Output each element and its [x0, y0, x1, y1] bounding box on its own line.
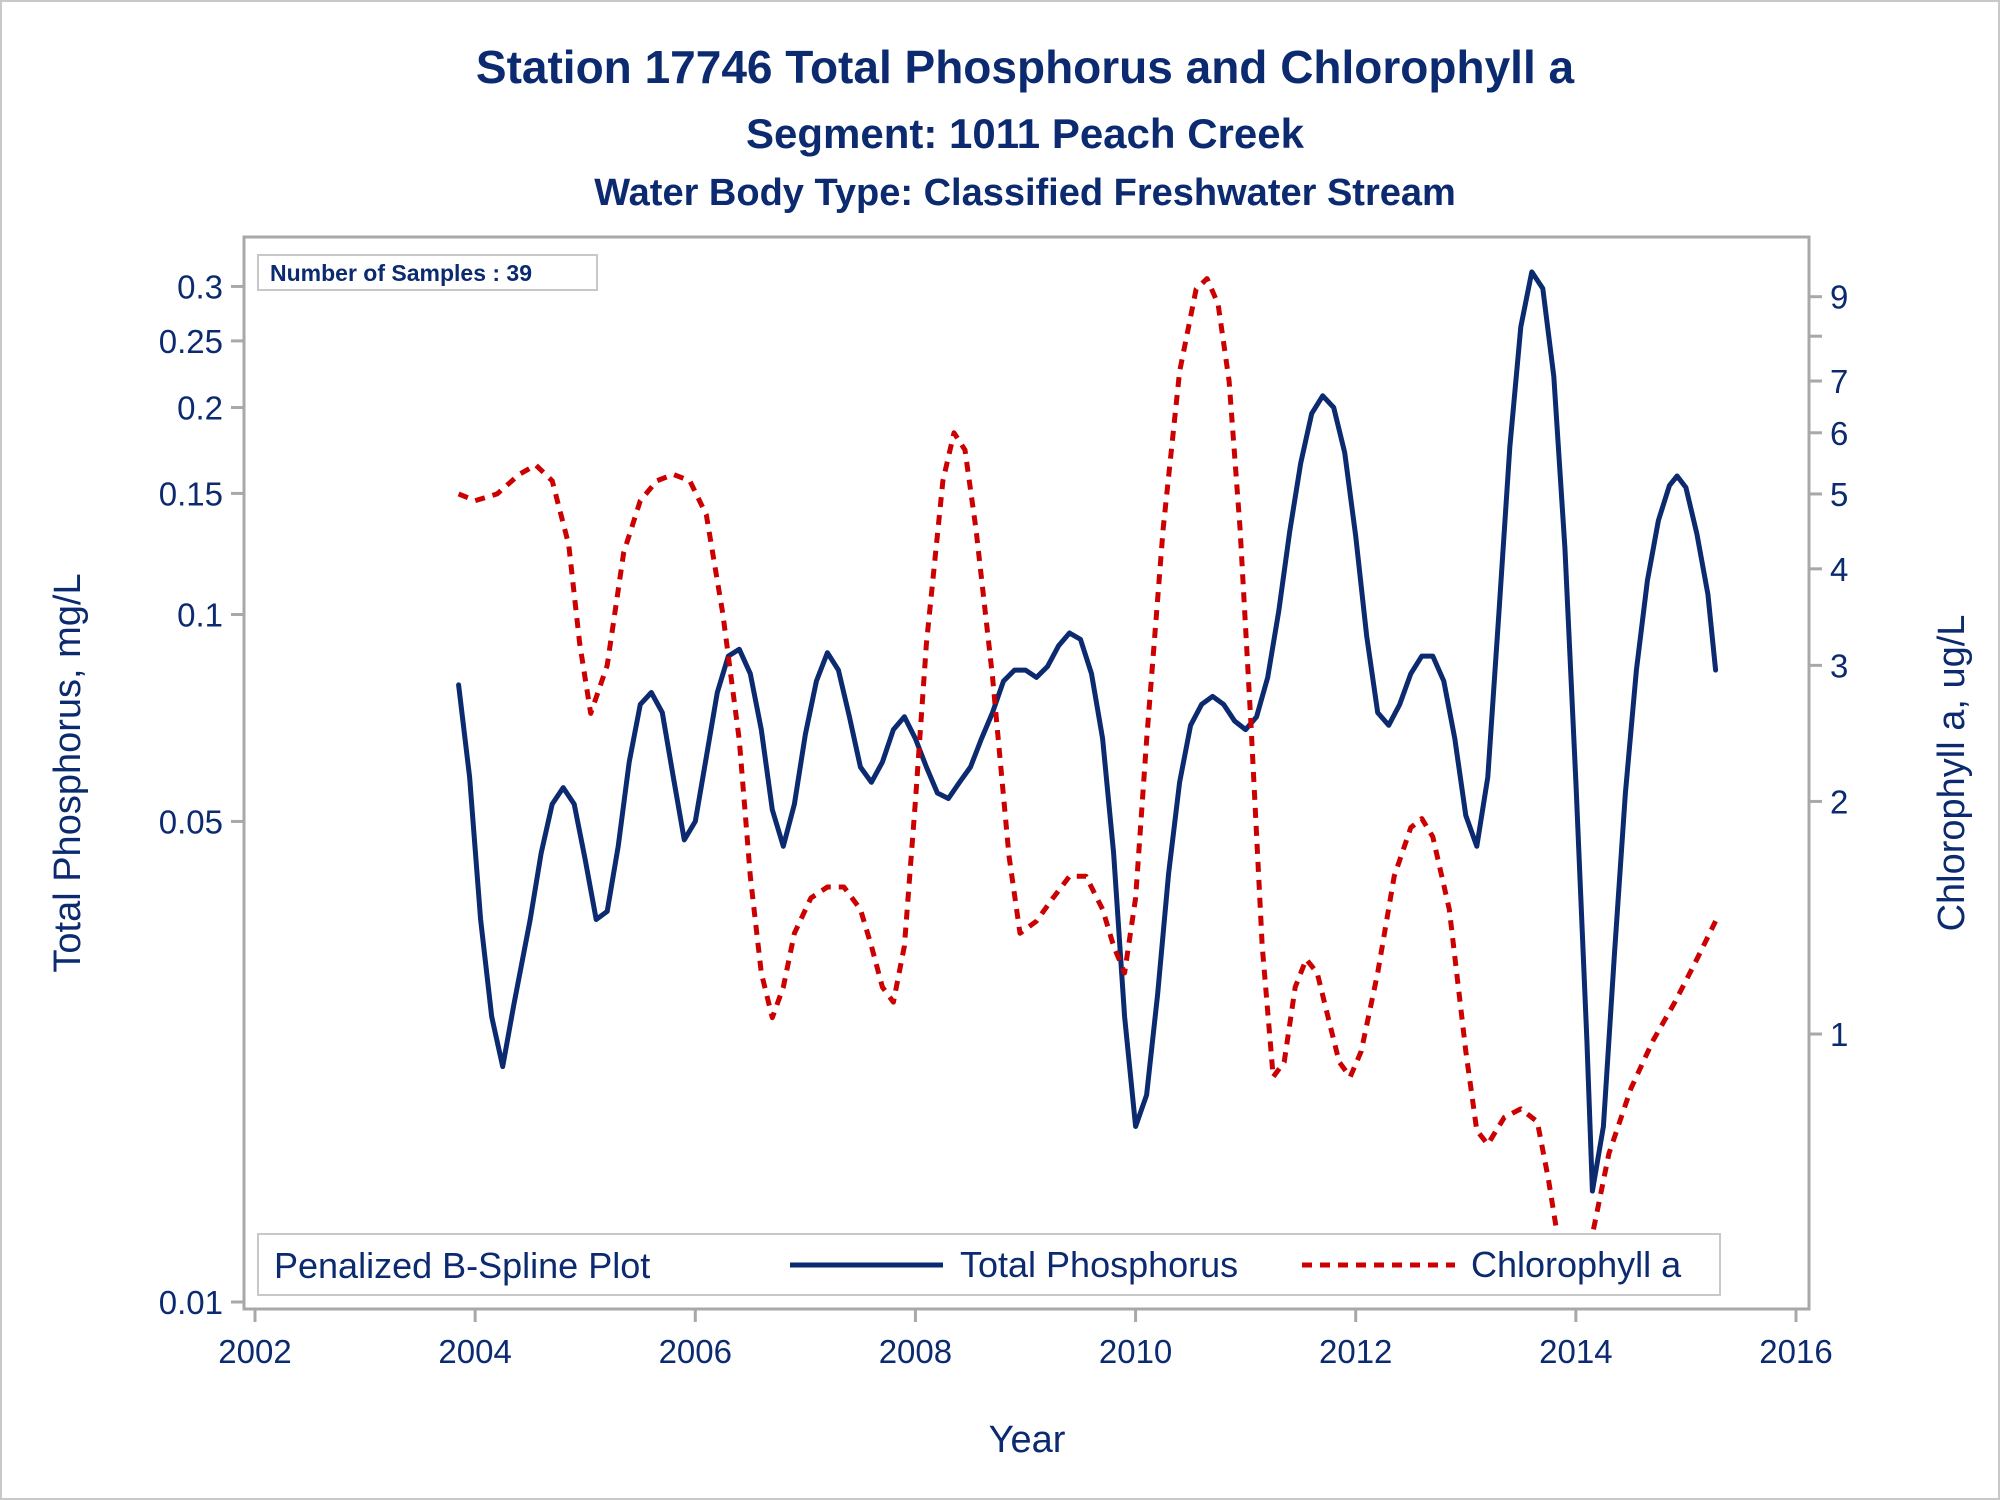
x-tick-label: 2012 — [1319, 1333, 1392, 1370]
x-axis-label: Year — [989, 1419, 1066, 1461]
samples-inset-text: Number of Samples : 39 — [270, 260, 532, 286]
y2-tick-label: 7 — [1830, 363, 1848, 400]
y2-tick-label: 5 — [1830, 476, 1848, 513]
y2-tick-label: 9 — [1830, 279, 1848, 316]
y-axis-right: 1 2 3 4 5 6 7 9 — [1809, 279, 1848, 1053]
y-tick-label: 0.3 — [177, 268, 223, 305]
y-tick-label: 0.01 — [159, 1284, 223, 1321]
plot-area — [242, 235, 1811, 1311]
y2-tick-label: 4 — [1830, 551, 1848, 588]
legend-title: Penalized B-Spline Plot — [274, 1245, 650, 1286]
x-tick-label: 2016 — [1759, 1333, 1832, 1370]
samples-inset-box — [257, 254, 598, 291]
y-tick-label: 0.1 — [177, 596, 223, 633]
x-tick-label: 2002 — [218, 1333, 291, 1370]
y-tick-label: 0.2 — [177, 390, 223, 427]
legend-box — [257, 1233, 1721, 1296]
legend-label-total-phosphorus: Total Phosphorus — [960, 1244, 1238, 1285]
x-tick-label: 2014 — [1539, 1333, 1612, 1370]
y-axis-left: 0.01 0.05 0.1 0.15 0.2 0.25 0.3 — [159, 268, 244, 1321]
y2-tick-label: 6 — [1830, 415, 1848, 452]
y-tick-label: 0.05 — [159, 803, 223, 840]
series-layer — [456, 269, 1719, 1290]
x-tick-label: 2006 — [659, 1333, 732, 1370]
y-axis-label: Total Phosphorus, mg/L — [47, 573, 89, 972]
chart-subtitle-2: Water Body Type: Classified Freshwater S… — [594, 172, 1456, 214]
chart-subtitle: Segment: 1011 Peach Creek — [746, 110, 1305, 157]
series-line-total-phosphorus — [456, 269, 1719, 1194]
legend: Penalized B-Spline Plot Total Phosphorus… — [257, 1233, 1721, 1296]
legend-label-chlorophyll: Chlorophyll a — [1471, 1244, 1682, 1285]
y-tick-label: 0.25 — [159, 323, 223, 360]
x-tick-label: 2008 — [879, 1333, 952, 1370]
x-tick-label: 2004 — [438, 1333, 511, 1370]
y-tick-label: 0.15 — [159, 475, 223, 512]
y2-axis-label: Chlorophyll a, ug/L — [1931, 615, 1973, 932]
y2-tick-label: 3 — [1830, 647, 1848, 684]
chart-title: Station 17746 Total Phosphorus and Chlor… — [476, 41, 1575, 93]
x-axis: 2002 2004 2006 2008 2010 2012 2014 2016 — [218, 1309, 1833, 1370]
y2-tick-label: 1 — [1830, 1016, 1848, 1053]
y2-tick-label: 2 — [1830, 783, 1848, 820]
samples-inset: Number of Samples : 39 — [257, 254, 598, 291]
series-line-chlorophyll-a — [457, 276, 1718, 1290]
x-tick-label: 2010 — [1099, 1333, 1172, 1370]
